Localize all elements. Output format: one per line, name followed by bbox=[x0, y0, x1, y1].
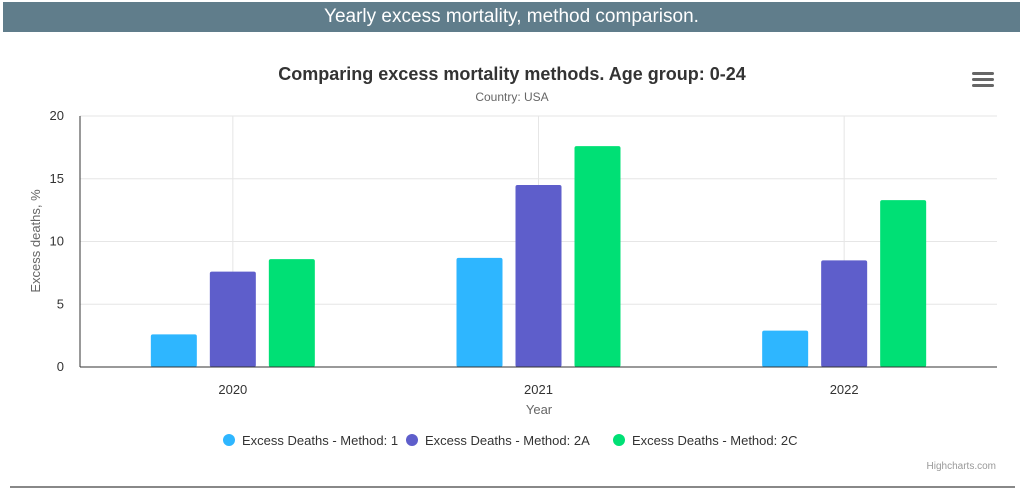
legend-marker bbox=[613, 434, 625, 446]
y-axis-label: Excess deaths, % bbox=[28, 189, 43, 293]
chart-title: Comparing excess mortality methods. Age … bbox=[278, 64, 745, 84]
y-tick-label: 15 bbox=[50, 171, 64, 186]
hamburger-menu-icon[interactable] bbox=[972, 72, 994, 92]
bar[interactable] bbox=[150, 334, 197, 367]
legend-marker bbox=[223, 434, 235, 446]
legend-item[interactable]: Excess Deaths - Method: 2C bbox=[613, 433, 797, 448]
bar[interactable] bbox=[456, 257, 503, 367]
excess-mortality-chart: Comparing excess mortality methods. Age … bbox=[28, 64, 997, 472]
legend: Excess Deaths - Method: 1 Excess Deaths -… bbox=[223, 433, 797, 448]
legend-item[interactable]: Excess Deaths - Method: 2A bbox=[406, 433, 590, 448]
legend-label: Excess Deaths - Method: 2C bbox=[632, 433, 797, 448]
bar[interactable] bbox=[762, 330, 809, 367]
bar[interactable] bbox=[574, 146, 621, 367]
bar[interactable] bbox=[880, 200, 927, 367]
x-axis-label: Year bbox=[526, 402, 553, 417]
legend-label: Excess Deaths - Method: 2A bbox=[425, 433, 590, 448]
bar[interactable] bbox=[821, 260, 868, 367]
x-tick-label: 2021 bbox=[524, 382, 553, 397]
bars-group bbox=[150, 146, 927, 367]
legend-label: Excess Deaths - Method: 1 bbox=[242, 433, 398, 448]
legend-item[interactable]: Excess Deaths - Method: 1 bbox=[223, 433, 398, 448]
y-tick-label: 10 bbox=[50, 234, 64, 249]
chart-subtitle: Country: USA bbox=[475, 90, 548, 104]
bar[interactable] bbox=[268, 259, 315, 367]
bar[interactable] bbox=[209, 271, 256, 367]
x-tick-label: 2020 bbox=[218, 382, 247, 397]
credits-link[interactable]: Highcharts.com bbox=[927, 461, 996, 472]
page-header-title: Yearly excess mortality, method comparis… bbox=[3, 2, 1020, 32]
legend-marker bbox=[406, 434, 418, 446]
x-tick-label: 2022 bbox=[830, 382, 859, 397]
bar[interactable] bbox=[515, 185, 562, 367]
bottom-divider bbox=[10, 486, 1015, 488]
y-tick-label: 20 bbox=[50, 108, 64, 123]
y-tick-label: 0 bbox=[57, 359, 64, 374]
y-tick-label: 5 bbox=[57, 296, 64, 311]
